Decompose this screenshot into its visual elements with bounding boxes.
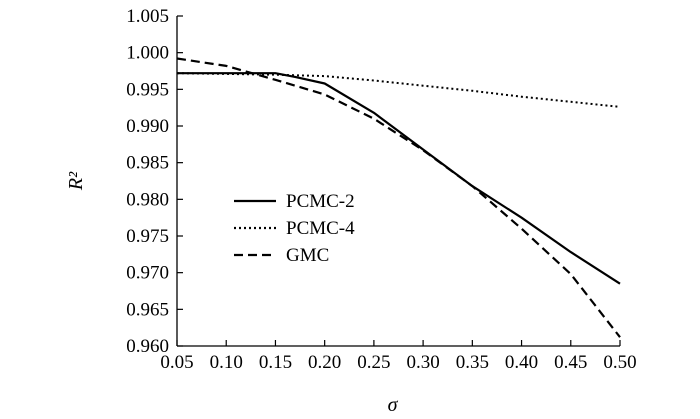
legend-label: PCMC-4 [286, 218, 355, 239]
y-tick-label: 1.000 [126, 43, 169, 64]
legend-label: PCMC-2 [286, 191, 355, 212]
x-tick-label: 0.35 [456, 352, 489, 373]
x-tick-label: 0.15 [259, 352, 292, 373]
y-tick-label: 1.005 [126, 6, 169, 27]
legend: PCMC-2 PCMC-4 GMC [234, 191, 355, 266]
x-tick-label: 0.20 [308, 352, 341, 373]
y-tick-label: 0.980 [126, 189, 169, 210]
y-tick-label: 0.985 [126, 153, 169, 174]
y-tick-label: 0.970 [126, 263, 169, 284]
y-tick-label: 0.975 [126, 226, 169, 247]
x-tick-label: 0.45 [554, 352, 587, 373]
x-tick-label: 0.50 [603, 352, 636, 373]
series-line-pcmc-2 [177, 72, 621, 285]
x-tick-label: 0.05 [160, 352, 193, 373]
y-tick-label: 0.990 [126, 116, 169, 137]
x-tick-label: 0.40 [505, 352, 538, 373]
series-line-pcmc-4 [176, 72, 621, 108]
y-tick-label: 0.995 [126, 79, 169, 100]
x-tick-label: 0.30 [406, 352, 439, 373]
y-tick-label: 0.965 [126, 299, 169, 320]
x-tick-label: 0.10 [210, 352, 243, 373]
legend-label: GMC [286, 245, 329, 266]
series-layer [176, 57, 621, 338]
y-tick-label: 0.960 [126, 336, 169, 357]
axes: 0.960 0.965 0.970 0.975 0.980 0.985 0.990 0.995… [126, 6, 636, 373]
x-axis-title: σ [388, 394, 399, 416]
series-line-gmc [176, 57, 621, 338]
y-axis-title: R² [65, 171, 87, 191]
x-tick-label: 0.25 [357, 352, 390, 373]
